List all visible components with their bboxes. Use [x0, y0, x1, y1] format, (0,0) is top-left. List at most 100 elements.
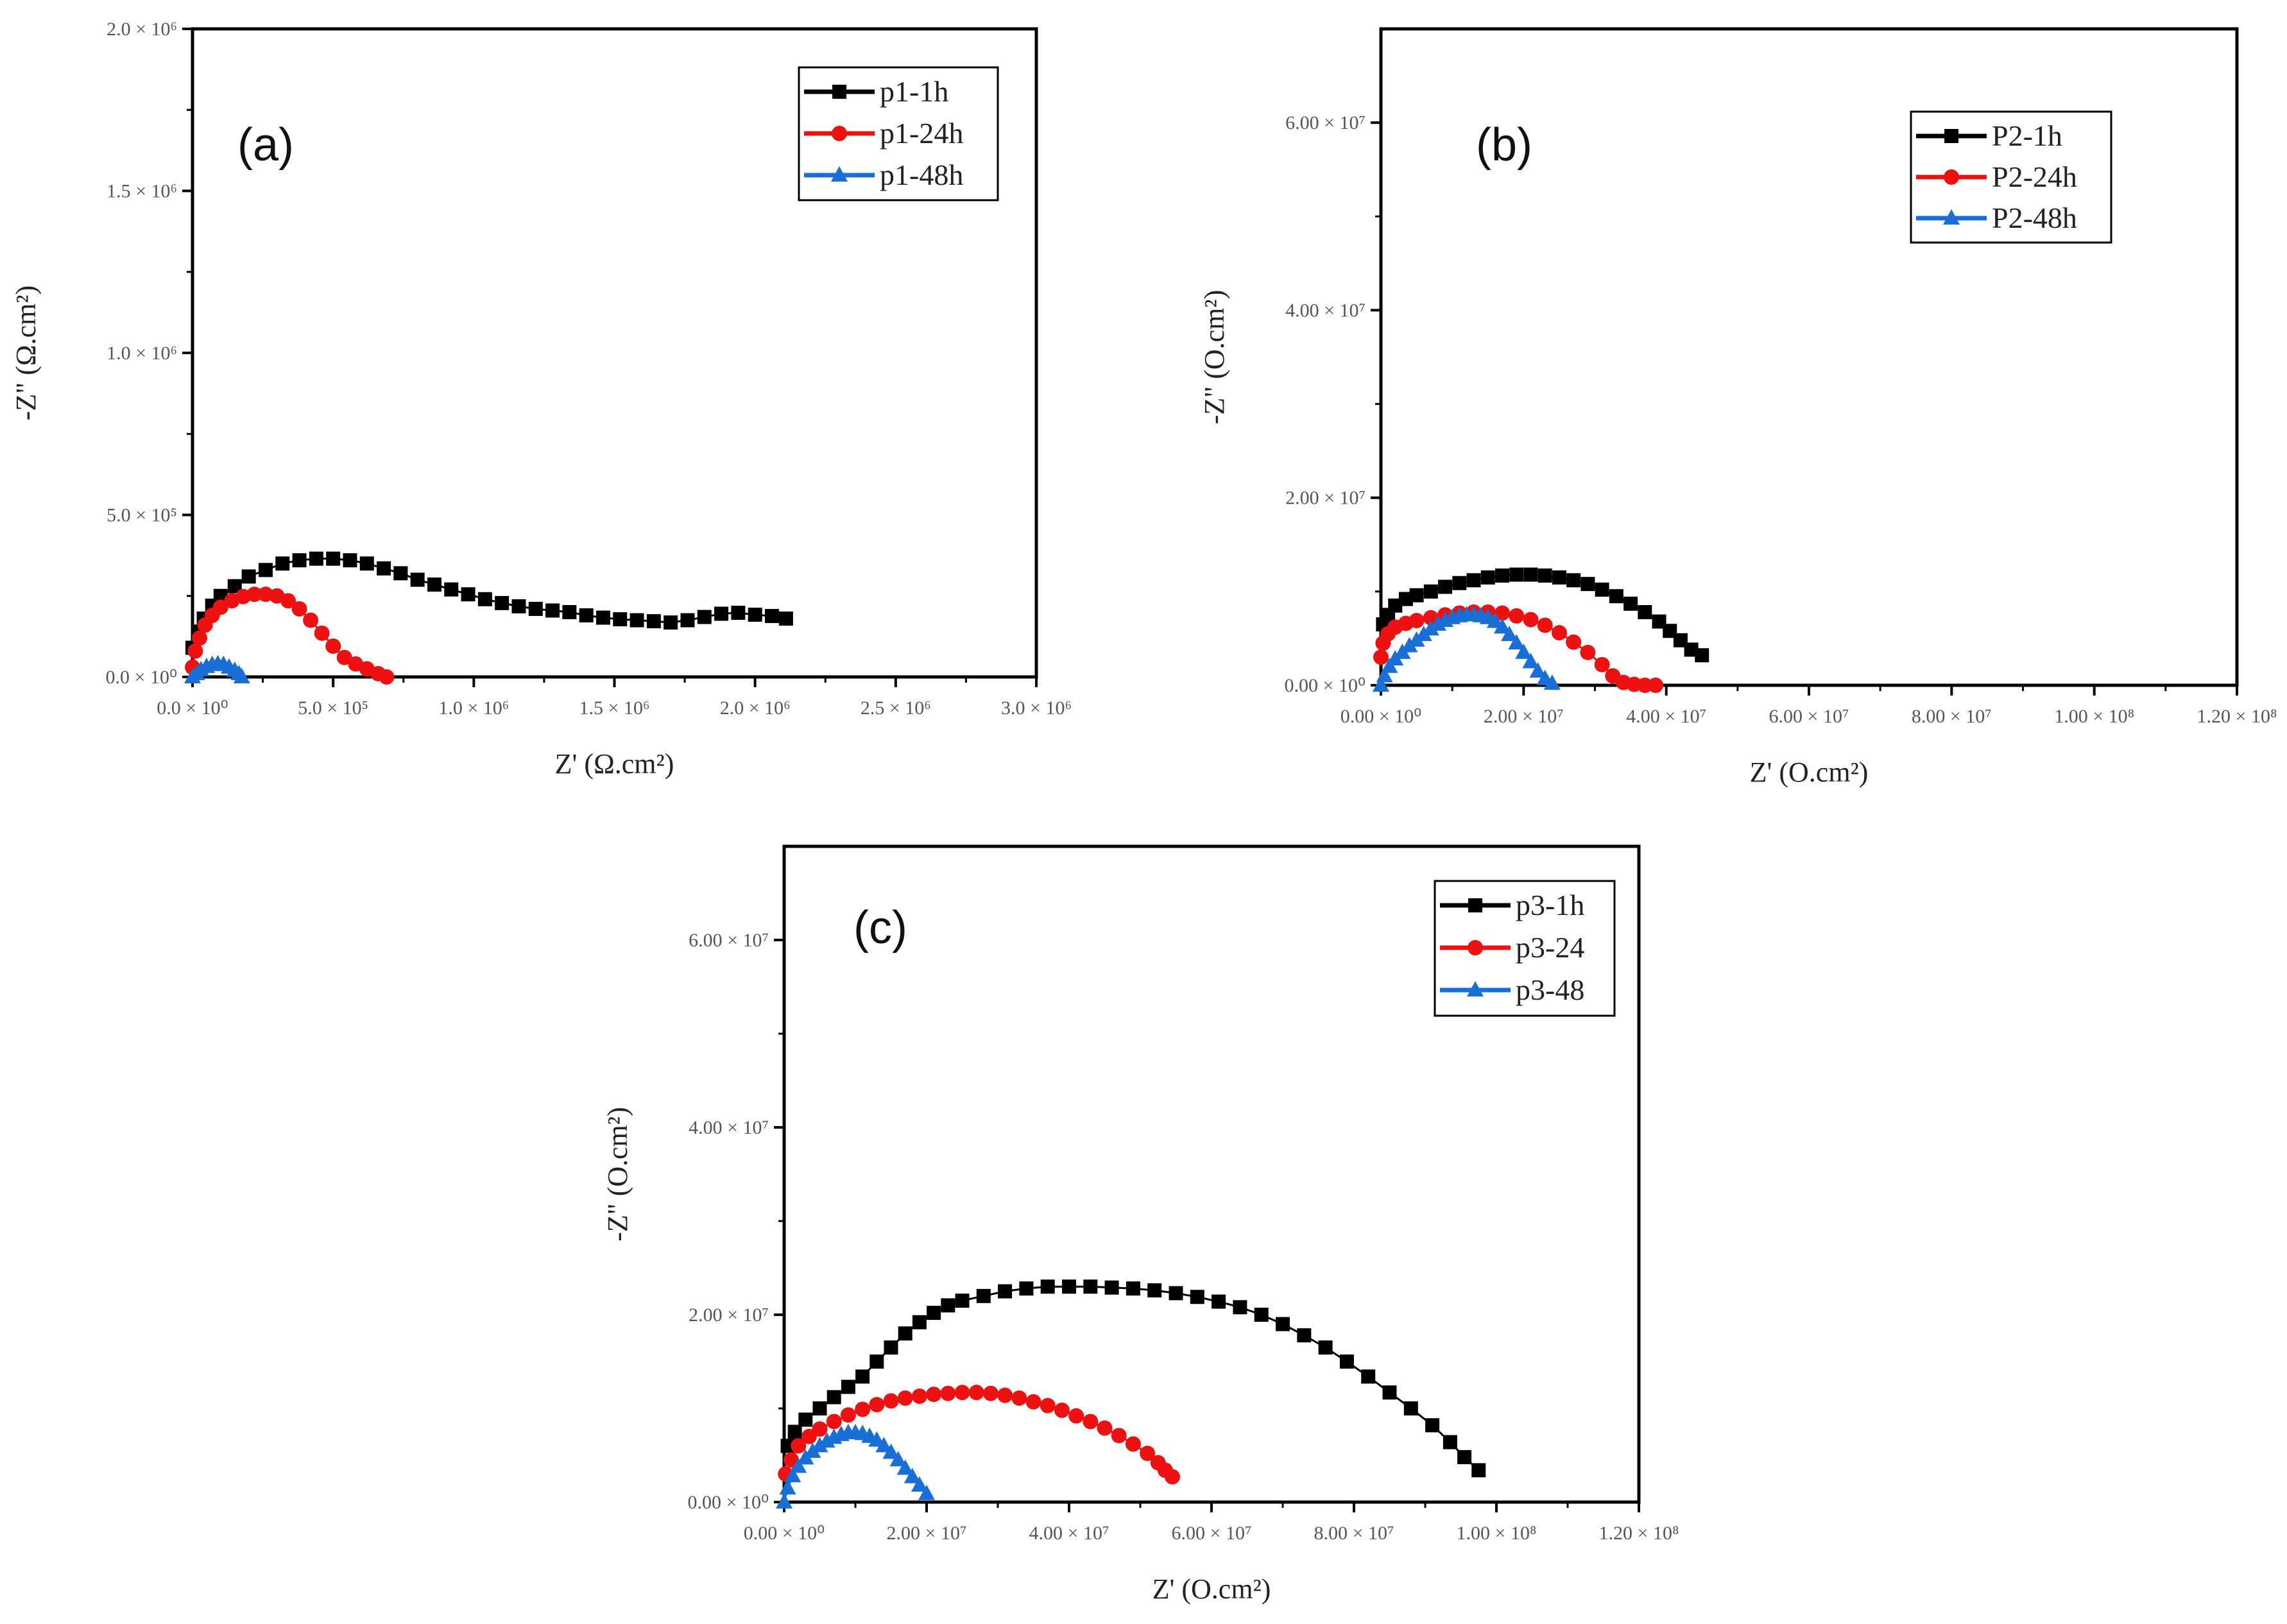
data-point	[379, 669, 395, 685]
y-tick-label: 5.0 × 10⁵	[107, 505, 177, 526]
data-point	[1019, 1281, 1034, 1296]
data-point	[1466, 573, 1481, 588]
data-point	[1551, 625, 1567, 641]
x-tick-label: 4.00 × 10⁷	[1029, 1523, 1109, 1544]
data-point	[1422, 620, 1439, 636]
data-point	[1025, 1394, 1041, 1410]
data-point	[882, 1443, 900, 1459]
data-point	[562, 605, 577, 619]
y-tick-label: 2.00 × 10⁷	[1285, 488, 1366, 509]
chart-panel-2: 0.00 × 10⁰ 2.00 × 10⁷ 4.00 × 10⁷ 6.00 × 10⁷…	[1199, 27, 2277, 788]
data-point	[1068, 1408, 1084, 1424]
data-point	[1637, 678, 1653, 693]
legend-entry: p3-1h	[1516, 889, 1584, 921]
x-tick-label: 4.00 × 10⁷	[1626, 706, 1706, 727]
data-point	[1501, 626, 1518, 642]
data-point	[812, 1401, 827, 1415]
y-tick-label: 4.00 × 10⁷	[689, 1117, 769, 1138]
data-point	[790, 1457, 807, 1473]
data-point	[1233, 1300, 1247, 1315]
chart-panel-3: 0.00 × 10⁰ 2.00 × 10⁷ 4.00 × 10⁷ 6.00 × 10⁷…	[602, 844, 1679, 1605]
y-tick-label: 0.0 × 10⁰	[106, 667, 177, 688]
legend-marker	[1943, 209, 1960, 225]
data-point	[869, 1397, 885, 1413]
y-tick-label: 1.0 × 10⁶	[107, 343, 177, 364]
data-point	[1126, 1281, 1140, 1296]
data-point	[1566, 634, 1582, 650]
legend-entry: p1-24h	[880, 117, 963, 150]
data-point	[461, 587, 475, 602]
data-point	[1471, 1463, 1486, 1478]
data-point	[1580, 644, 1596, 660]
data-point	[1011, 1390, 1027, 1406]
series-p3-1h	[780, 1279, 1486, 1478]
data-point	[393, 566, 408, 581]
data-point	[1493, 618, 1511, 634]
data-point	[1684, 642, 1699, 657]
data-point	[855, 1369, 870, 1384]
x-tick-label: 8.00 × 10⁷	[1314, 1523, 1394, 1544]
data-point	[1457, 1449, 1472, 1464]
data-point	[1190, 1290, 1204, 1304]
series-p1-48h	[184, 654, 250, 683]
data-point	[1495, 568, 1509, 583]
data-point	[1523, 567, 1538, 582]
data-point	[444, 582, 459, 597]
data-point	[1663, 624, 1677, 638]
data-point	[258, 563, 273, 577]
data-point	[884, 1340, 898, 1355]
data-point	[776, 1493, 792, 1509]
x-tick-label: 2.00 × 10⁷	[1484, 706, 1564, 727]
data-point	[1276, 1317, 1290, 1331]
legend-entry: p3-24	[1516, 931, 1584, 964]
data-point	[427, 577, 441, 592]
x-tick-label: 0.0 × 10⁰	[157, 697, 228, 719]
data-point	[233, 668, 250, 683]
data-point	[1040, 1279, 1055, 1294]
data-point	[1509, 608, 1525, 624]
data-point	[314, 625, 330, 641]
legend: P2-1h P2-24h P2-48h	[1910, 110, 2112, 244]
data-point	[664, 615, 678, 630]
data-point	[1403, 1401, 1418, 1415]
data-point	[545, 603, 560, 618]
data-point	[869, 1355, 884, 1369]
data-point	[410, 572, 425, 587]
data-point	[926, 1387, 942, 1403]
legend-entry: p1-1h	[880, 75, 948, 108]
data-point	[976, 1288, 991, 1303]
data-point	[336, 649, 352, 665]
x-tick-label: 0.00 × 10⁰	[744, 1523, 825, 1544]
data-point	[511, 599, 526, 613]
data-point	[1509, 567, 1524, 582]
data-point	[1083, 1414, 1099, 1430]
data-point	[855, 1401, 871, 1417]
data-point	[968, 1385, 984, 1401]
data-point	[477, 592, 492, 606]
data-point	[1318, 1340, 1333, 1355]
x-tick-label: 1.20 × 10⁸	[2197, 706, 2277, 727]
data-point	[630, 613, 644, 628]
legend-marker	[832, 126, 847, 141]
y-tick-label: 2.0 × 10⁶	[107, 19, 177, 40]
data-point	[257, 586, 273, 603]
data-point	[1494, 605, 1510, 621]
data-point	[1147, 1283, 1162, 1298]
data-point	[911, 1476, 928, 1492]
data-point	[1409, 613, 1425, 629]
data-point	[1523, 611, 1539, 628]
legend-entry: p3-48	[1516, 973, 1584, 1006]
legend-entry: p1-48h	[880, 158, 963, 191]
data-point	[1595, 582, 1609, 597]
data-point	[811, 1437, 828, 1453]
data-point	[748, 608, 762, 622]
x-tick-label: 1.20 × 10⁸	[1599, 1523, 1679, 1544]
data-point	[1566, 573, 1581, 588]
data-point	[827, 1390, 841, 1405]
series-p3-48	[776, 1423, 935, 1509]
data-point	[1361, 1369, 1376, 1384]
data-point	[241, 569, 256, 584]
data-point	[875, 1437, 893, 1453]
x-tick-label: 6.00 × 10⁷	[1172, 1523, 1252, 1544]
